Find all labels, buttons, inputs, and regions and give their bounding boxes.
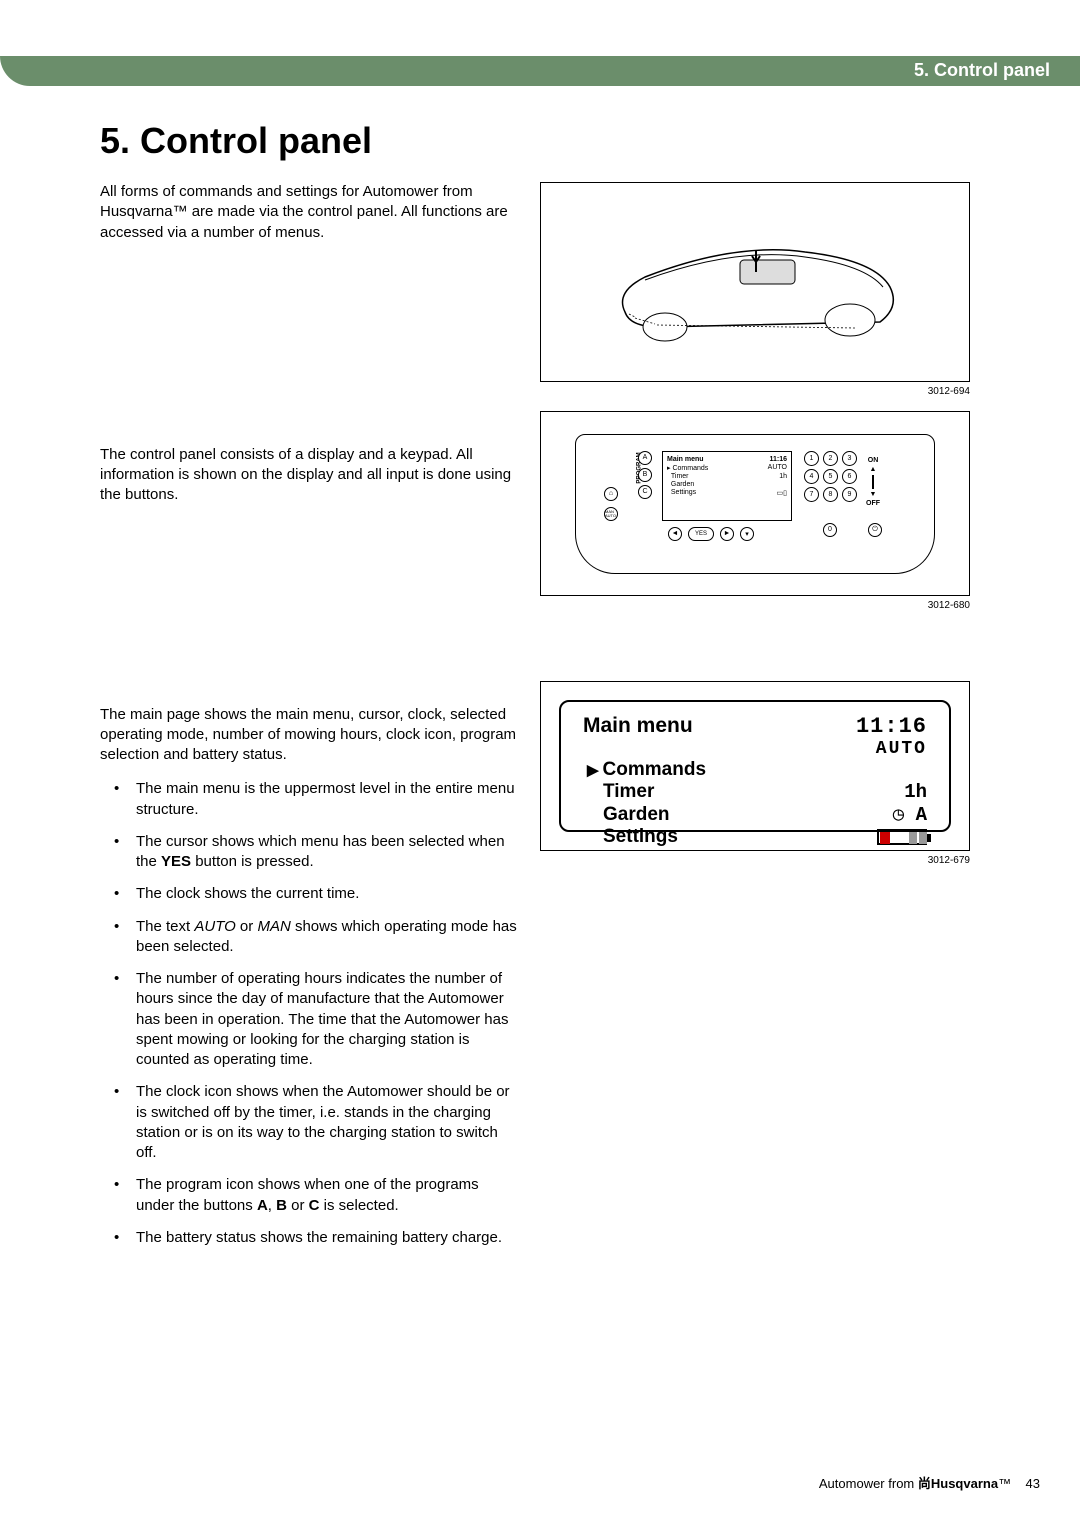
page-title: 5. Control panel <box>100 120 980 162</box>
bullet-list: The main menu is the uppermost level in … <box>100 779 520 1248</box>
lcd-title: Main menu <box>583 714 693 738</box>
right-arrow-button[interactable]: ► <box>720 527 734 541</box>
clock-icon: ◷ <box>893 804 904 826</box>
list-item: The battery status shows the remaining b… <box>100 1228 520 1248</box>
left-arrow-button[interactable]: ◄ <box>668 527 682 541</box>
intro-paragraph: All forms of commands and settings for A… <box>100 182 520 243</box>
key-8[interactable]: 8 <box>823 487 838 502</box>
key-5[interactable]: 5 <box>823 469 838 484</box>
lcd-figure: Main menu 11:16 AUTO ▶Commands Timer 1h … <box>540 681 970 851</box>
list-item: The number of operating hours indicates … <box>100 969 520 1070</box>
lcd-time: 11:16 <box>856 714 927 739</box>
figure-caption: 3012-694 <box>540 386 970 397</box>
list-item: The clock shows the current time. <box>100 884 520 904</box>
program-c-button[interactable]: C <box>638 485 652 499</box>
power-button[interactable]: ⏻ <box>868 523 882 537</box>
list-item: The cursor shows which menu has been sel… <box>100 832 520 873</box>
program-buttons: A B C <box>638 451 652 499</box>
battery-icon <box>877 829 927 845</box>
lcd-mode: AUTO <box>583 739 927 759</box>
mainpage-paragraph: The main page shows the main menu, curso… <box>100 705 520 766</box>
key-6[interactable]: 6 <box>842 469 857 484</box>
key-3[interactable]: 3 <box>842 451 857 466</box>
program-a-button[interactable]: A <box>638 451 652 465</box>
lcd-menu-commands: ▶Commands <box>587 759 927 781</box>
list-item: The clock icon shows when the Automower … <box>100 1082 520 1163</box>
list-item: The main menu is the uppermost level in … <box>100 779 520 820</box>
list-item: The program icon shows when one of the p… <box>100 1175 520 1216</box>
right-column: 3012-694 PROGRAM A B C ⌂ MAN AUTO Main <box>540 182 970 1260</box>
lcd-menu-garden: Garden ◷ A <box>587 803 927 826</box>
key-0[interactable]: 0 <box>823 523 837 537</box>
key-4[interactable]: 4 <box>804 469 819 484</box>
figure-caption: 3012-680 <box>540 600 970 611</box>
panel-paragraph: The control panel consists of a display … <box>100 445 520 506</box>
down-arrow-button[interactable]: ▾ <box>740 527 754 541</box>
on-off-switch[interactable]: ON ▲ ▼ OFF <box>866 457 880 507</box>
key-2[interactable]: 2 <box>823 451 838 466</box>
panel-screen: Main menu11:16 ▸ CommandsAUTO Timer1h Ga… <box>662 451 792 521</box>
yes-button[interactable]: YES <box>688 527 714 541</box>
home-button[interactable]: ⌂ <box>604 487 618 501</box>
control-panel-figure: PROGRAM A B C ⌂ MAN AUTO Main menu11:16 … <box>540 411 970 596</box>
program-icon: A <box>916 804 927 826</box>
page-content: 5. Control panel All forms of commands a… <box>100 120 980 1260</box>
lcd-menu-timer: Timer 1h <box>587 781 927 803</box>
numeric-keypad: 1 2 3 4 5 6 7 8 9 <box>804 451 858 502</box>
key-9[interactable]: 9 <box>842 487 857 502</box>
man-auto-button[interactable]: MAN AUTO <box>604 507 618 521</box>
list-item: The text AUTO or MAN shows which operati… <box>100 917 520 958</box>
cursor-icon: ▶ <box>587 762 599 779</box>
lcd-menu-settings: Settings <box>587 826 927 848</box>
header-section-label: 5. Control panel <box>914 60 1050 81</box>
left-column: All forms of commands and settings for A… <box>100 182 520 1260</box>
key-7[interactable]: 7 <box>804 487 819 502</box>
program-b-button[interactable]: B <box>638 468 652 482</box>
key-1[interactable]: 1 <box>804 451 819 466</box>
header-bar: 5. Control panel <box>0 56 1080 86</box>
figure-caption: 3012-679 <box>540 855 970 866</box>
mower-icon <box>605 232 905 352</box>
mower-figure <box>540 182 970 382</box>
page-footer: Automower from 尚Husqvarna™ 43 <box>819 1473 1040 1492</box>
